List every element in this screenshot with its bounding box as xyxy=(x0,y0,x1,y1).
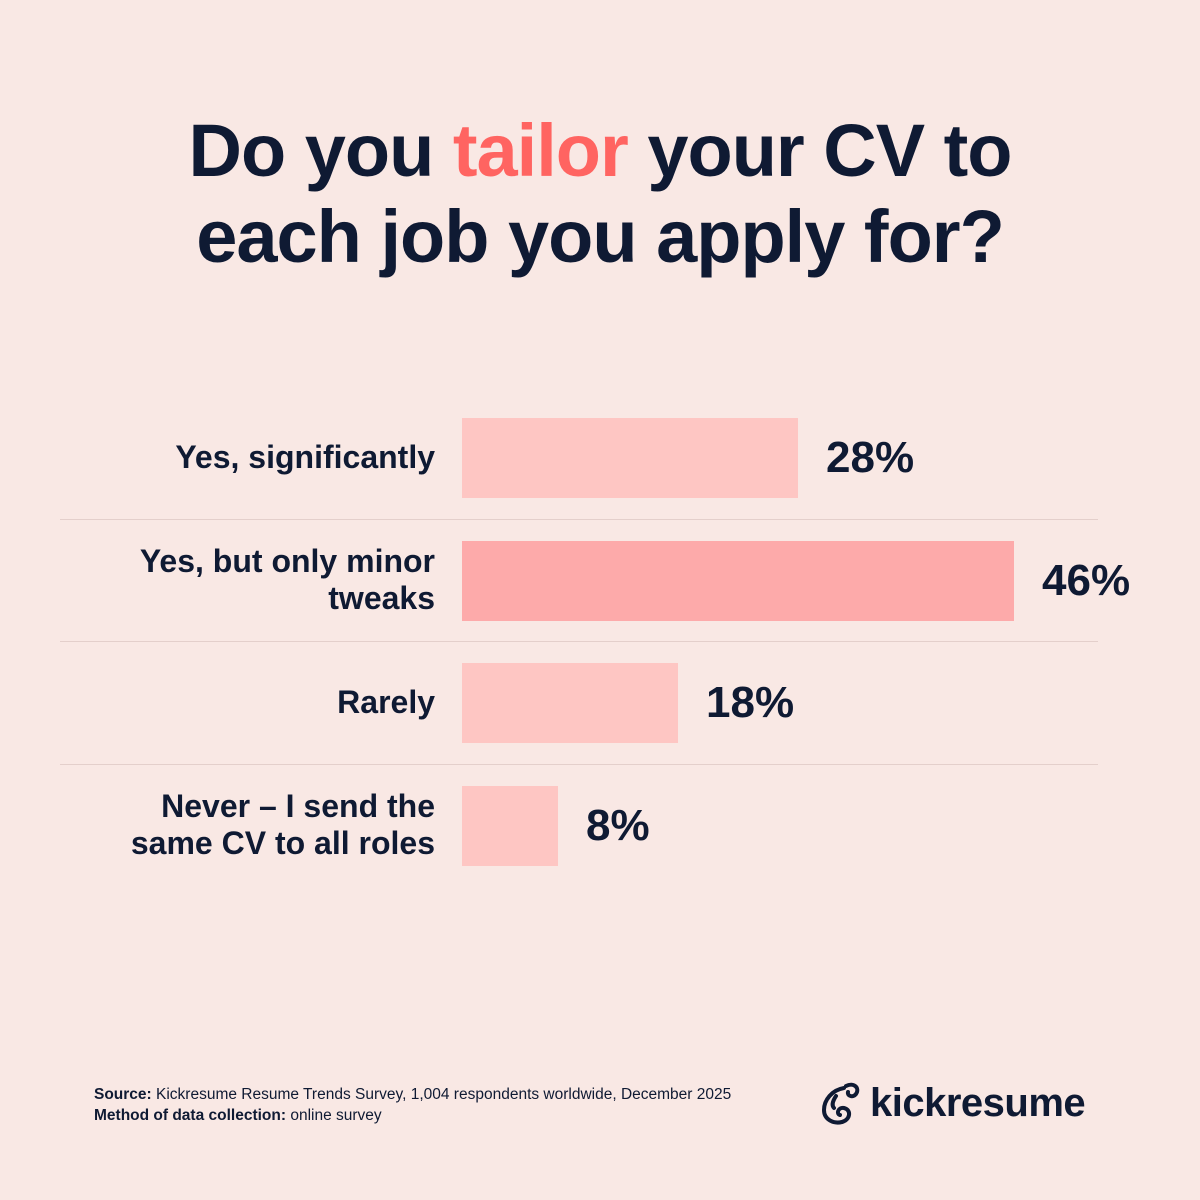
source-text: Kickresume Resume Trends Survey, 1,004 r… xyxy=(151,1086,732,1103)
footer-source: Source: Kickresume Resume Trends Survey,… xyxy=(94,1084,731,1126)
value-label: 18% xyxy=(706,678,795,727)
title-text-line2: each job you apply for? xyxy=(196,195,1005,278)
title-text: Do you xyxy=(188,109,453,192)
bar xyxy=(462,418,798,498)
row-divider xyxy=(60,764,1098,765)
method-label: Method of data collection: xyxy=(94,1107,287,1124)
category-label: Yes, significantly xyxy=(175,439,435,475)
bar xyxy=(462,786,558,866)
logo-text: kickresume xyxy=(870,1080,1086,1125)
kickresume-logo: kickresume xyxy=(820,1080,1086,1126)
category-label: Yes, but only minor tweaks xyxy=(139,543,435,616)
value-label: 28% xyxy=(826,433,915,482)
row-divider xyxy=(60,641,1098,642)
value-label: 8% xyxy=(586,801,650,850)
bar xyxy=(462,663,678,743)
source-line: Source: Kickresume Resume Trends Survey,… xyxy=(94,1084,731,1105)
category-label: Rarely xyxy=(337,684,435,720)
method-text: online survey xyxy=(286,1107,382,1124)
kickresume-chameleon-icon xyxy=(821,1082,860,1125)
row-divider xyxy=(60,519,1098,520)
title-accent: tailor xyxy=(452,109,629,192)
source-label: Source: xyxy=(94,1086,152,1103)
category-label: Never – I send the same CV to all roles xyxy=(130,788,435,861)
title-text: your CV to xyxy=(627,109,1012,192)
value-label: 46% xyxy=(1042,556,1131,605)
bar xyxy=(462,541,1014,621)
method-line: Method of data collection: online survey xyxy=(94,1105,731,1126)
chart-title: Do you tailor your CV to each job you app… xyxy=(0,108,1200,280)
